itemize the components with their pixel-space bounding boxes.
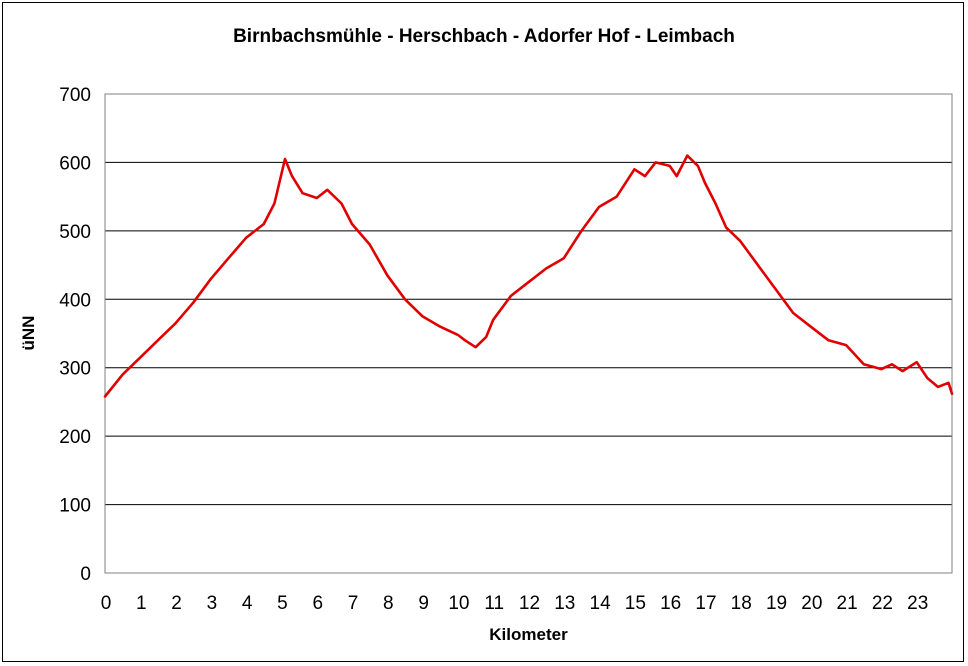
x-tick-label: 6 xyxy=(312,593,323,614)
y-tick-label: 400 xyxy=(59,290,91,311)
x-tick-label: 18 xyxy=(731,593,752,614)
x-tick-label: 23 xyxy=(907,593,928,614)
x-tick-label: 22 xyxy=(872,593,893,614)
x-tick-label: 11 xyxy=(484,593,504,614)
x-tick-label: 1 xyxy=(136,593,147,614)
x-tick-label: 7 xyxy=(348,593,359,614)
y-tick-label: 300 xyxy=(59,359,91,380)
x-tick-label: 8 xyxy=(383,593,394,614)
x-axis-ticks: 0 1 2 3 4 5 6 7 8 9 10 11 12 13 14 15 16 17 18 19 20 21 22 23 xyxy=(101,593,929,614)
elevation-line xyxy=(103,154,954,398)
x-tick-label: 19 xyxy=(766,593,787,614)
y-tick-label: 0 xyxy=(80,564,91,585)
x-tick-label: 15 xyxy=(625,593,646,614)
x-tick-label: 5 xyxy=(277,593,288,614)
y-tick-label: 100 xyxy=(59,496,91,517)
x-tick-label: 16 xyxy=(660,593,681,614)
x-tick-label: 9 xyxy=(418,593,429,614)
x-tick-label: 10 xyxy=(448,593,469,614)
y-tick-label: 700 xyxy=(59,85,91,106)
x-tick-label: 21 xyxy=(837,593,858,614)
x-tick-label: 2 xyxy=(171,593,182,614)
x-tick-label: 4 xyxy=(242,593,253,614)
x-tick-label: 3 xyxy=(207,593,218,614)
y-axis-ticks: 0 100 200 300 400 500 600 700 xyxy=(59,85,91,585)
x-tick-label: 13 xyxy=(554,593,575,614)
y-tick-label: 200 xyxy=(59,427,91,448)
plot-area xyxy=(104,93,953,574)
y-tick-label: 500 xyxy=(59,222,91,243)
x-tick-label: 0 xyxy=(101,593,112,614)
y-tick-label: 600 xyxy=(59,153,91,174)
chart-title: Birnbachsmühle - Herschbach - Adorfer Ho… xyxy=(233,26,735,47)
gridlines xyxy=(105,93,952,574)
x-axis-label: Kilometer xyxy=(489,625,568,644)
y-axis-label: üNN xyxy=(19,316,38,351)
x-tick-label: 12 xyxy=(519,593,540,614)
x-tick-label: 17 xyxy=(695,593,716,614)
x-tick-label: 14 xyxy=(590,593,612,614)
x-tick-label: 20 xyxy=(801,593,822,614)
